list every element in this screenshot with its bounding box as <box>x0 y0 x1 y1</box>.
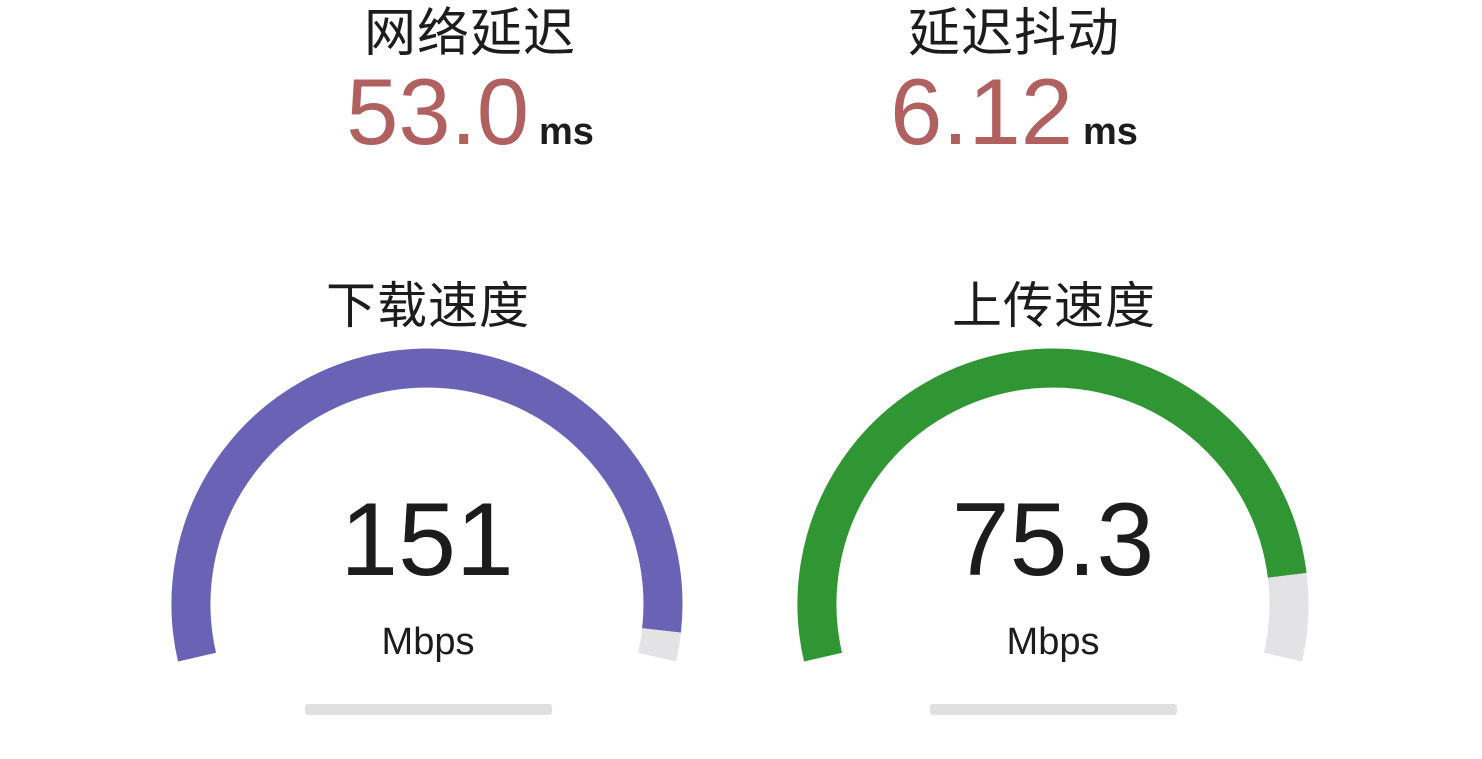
latency-value: 53.0 <box>346 59 530 165</box>
upload-gauge-fill <box>797 348 1307 662</box>
jitter-value: 6.12 <box>890 59 1074 165</box>
jitter-value-row: 6.12 ms <box>890 65 1138 159</box>
latency-metric: 网络延迟 53.0 ms <box>346 5 594 159</box>
upload-speed-value: 75.3 <box>951 482 1155 598</box>
download-gauge-title: 下载速度 <box>326 278 530 334</box>
upload-progress-bar <box>930 704 1177 715</box>
jitter-metric: 延迟抖动 6.12 ms <box>890 5 1138 159</box>
latency-unit: ms <box>539 111 594 154</box>
latency-value-row: 53.0 ms <box>346 65 594 159</box>
upload-speed-unit: Mbps <box>1006 621 1100 663</box>
download-gauge-fill <box>171 348 683 662</box>
upload-gauge-arc <box>797 348 1309 662</box>
jitter-label: 延迟抖动 <box>907 5 1120 63</box>
upload-gauge-title: 上传速度 <box>952 278 1156 334</box>
download-speed-unit: Mbps <box>381 621 475 663</box>
download-progress-bar <box>305 704 552 715</box>
download-gauge-arc <box>171 348 683 662</box>
jitter-unit: ms <box>1083 111 1138 154</box>
download-speed-value: 151 <box>340 482 514 598</box>
latency-label: 网络延迟 <box>363 5 576 63</box>
